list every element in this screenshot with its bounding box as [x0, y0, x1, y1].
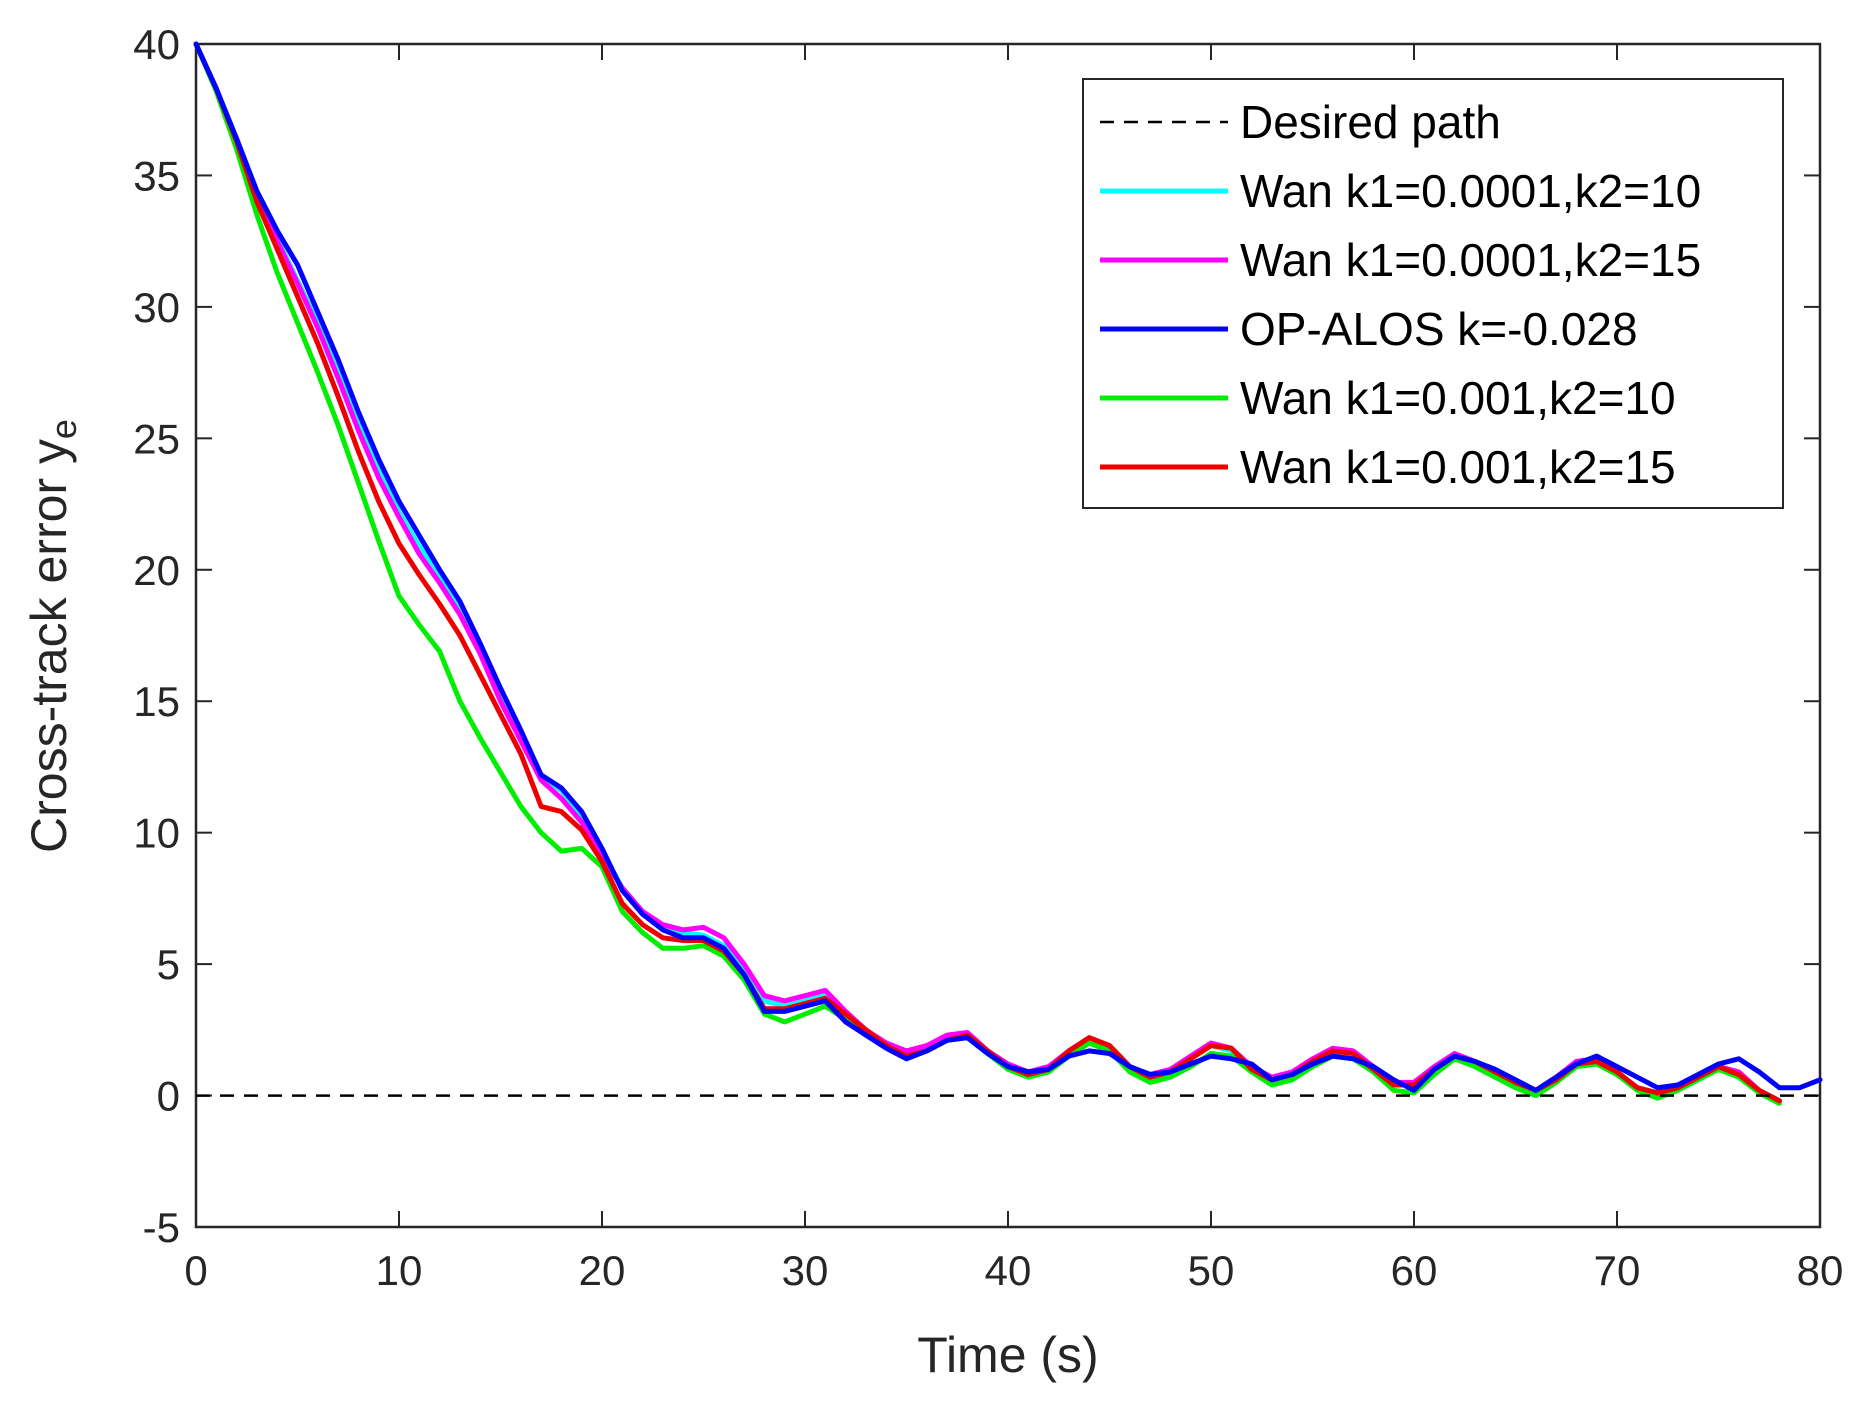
legend-label: Wan k1=0.0001,k2=10	[1240, 165, 1701, 217]
y-axis-title: Cross-track error ye	[21, 419, 84, 853]
x-tick-label: 70	[1594, 1247, 1641, 1294]
x-tick-label: 20	[579, 1247, 626, 1294]
y-tick-label: -5	[143, 1204, 180, 1251]
series-lines	[193, 41, 1823, 1106]
legend-label: OP-ALOS k=-0.028	[1240, 303, 1638, 355]
legend: Desired path Wan k1=0.0001,k2=10 Wan k1=0.…	[1082, 78, 1784, 509]
legend-label: Wan k1=0.001,k2=10	[1240, 372, 1676, 424]
x-tick-label: 60	[1391, 1247, 1438, 1294]
x-tick-label: 0	[184, 1247, 207, 1294]
y-tick-label: 15	[133, 678, 180, 725]
x-tick-label: 30	[782, 1247, 829, 1294]
y-tick-label: 40	[133, 21, 180, 68]
legend-box	[1082, 78, 1784, 509]
legend-label: Wan k1=0.001,k2=15	[1240, 441, 1676, 493]
legend-label: Desired path	[1240, 96, 1501, 148]
x-tick-label: 80	[1797, 1247, 1844, 1294]
y-tick-label: 5	[157, 941, 180, 988]
y-tick-label: 0	[157, 1073, 180, 1120]
y-axis-title-subscript: e	[43, 419, 84, 439]
x-axis-title: Time (s)	[917, 1327, 1098, 1383]
y-tick-label: 20	[133, 547, 180, 594]
y-tick-label: 10	[133, 810, 180, 857]
series-line-3	[193, 41, 1823, 1093]
x-tick-label: 40	[985, 1247, 1032, 1294]
x-tick-label: 10	[376, 1247, 423, 1294]
y-tick-label: 30	[133, 284, 180, 331]
y-tick-label: 35	[133, 152, 180, 199]
x-tick-label: 50	[1188, 1247, 1235, 1294]
legend-label: Wan k1=0.0001,k2=15	[1240, 234, 1701, 286]
y-axis-title-main: Cross-track error y	[21, 439, 77, 853]
x-axis-ticks: 0 10 20 30 40 50 60 70 80	[184, 44, 1843, 1294]
y-tick-label: 25	[133, 415, 180, 462]
y-axis-ticks: -5 0 5 10 15 20 25 30 35 40	[133, 21, 1820, 1251]
